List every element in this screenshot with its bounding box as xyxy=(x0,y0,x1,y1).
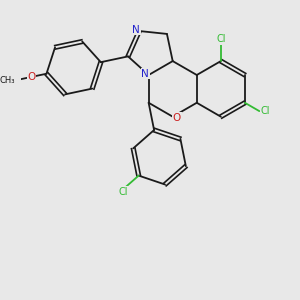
Text: N: N xyxy=(141,69,149,79)
Text: Cl: Cl xyxy=(216,34,226,44)
Text: O: O xyxy=(27,72,36,82)
Text: Cl: Cl xyxy=(118,187,128,197)
Text: O: O xyxy=(173,113,181,123)
Text: N: N xyxy=(132,25,140,34)
Text: CH₃: CH₃ xyxy=(0,76,15,85)
Text: Cl: Cl xyxy=(261,106,270,116)
